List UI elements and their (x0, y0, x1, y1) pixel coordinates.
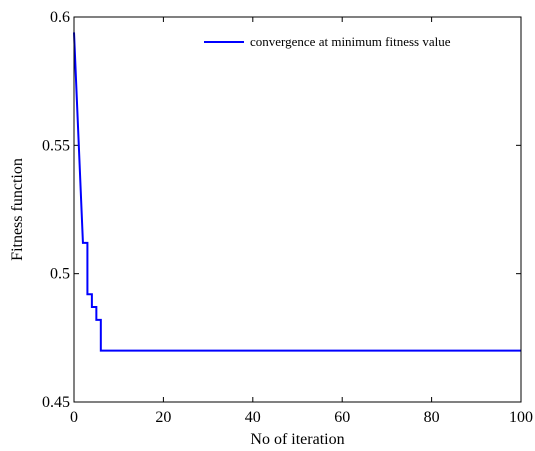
legend: convergence at minimum fitness value (204, 34, 451, 49)
axis-ticks: 0 20 40 60 80 100 0.45 0.5 0.55 0.6 (42, 9, 533, 426)
y-tick-label: 0.55 (42, 137, 70, 154)
series-layer (73, 32, 521, 352)
y-tick-label: 0.5 (50, 266, 70, 283)
x-tick-label: 20 (155, 409, 171, 426)
plot-frame (73, 16, 522, 403)
x-tick-label: 0 (70, 409, 78, 426)
y-axis-label: Fitness function (9, 158, 26, 261)
x-tick-label: 40 (245, 409, 261, 426)
series-line-convergence (73, 32, 521, 352)
x-tick-label: 100 (509, 409, 533, 426)
plot-background (74, 17, 521, 402)
x-axis-label: No of iteration (250, 431, 344, 448)
x-tick-label: 80 (424, 409, 440, 426)
y-tick-label: 0.6 (50, 9, 70, 26)
y-tick-label: 0.45 (42, 394, 70, 411)
legend-entry-label: convergence at minimum fitness value (250, 34, 451, 49)
x-tick-label: 60 (334, 409, 350, 426)
